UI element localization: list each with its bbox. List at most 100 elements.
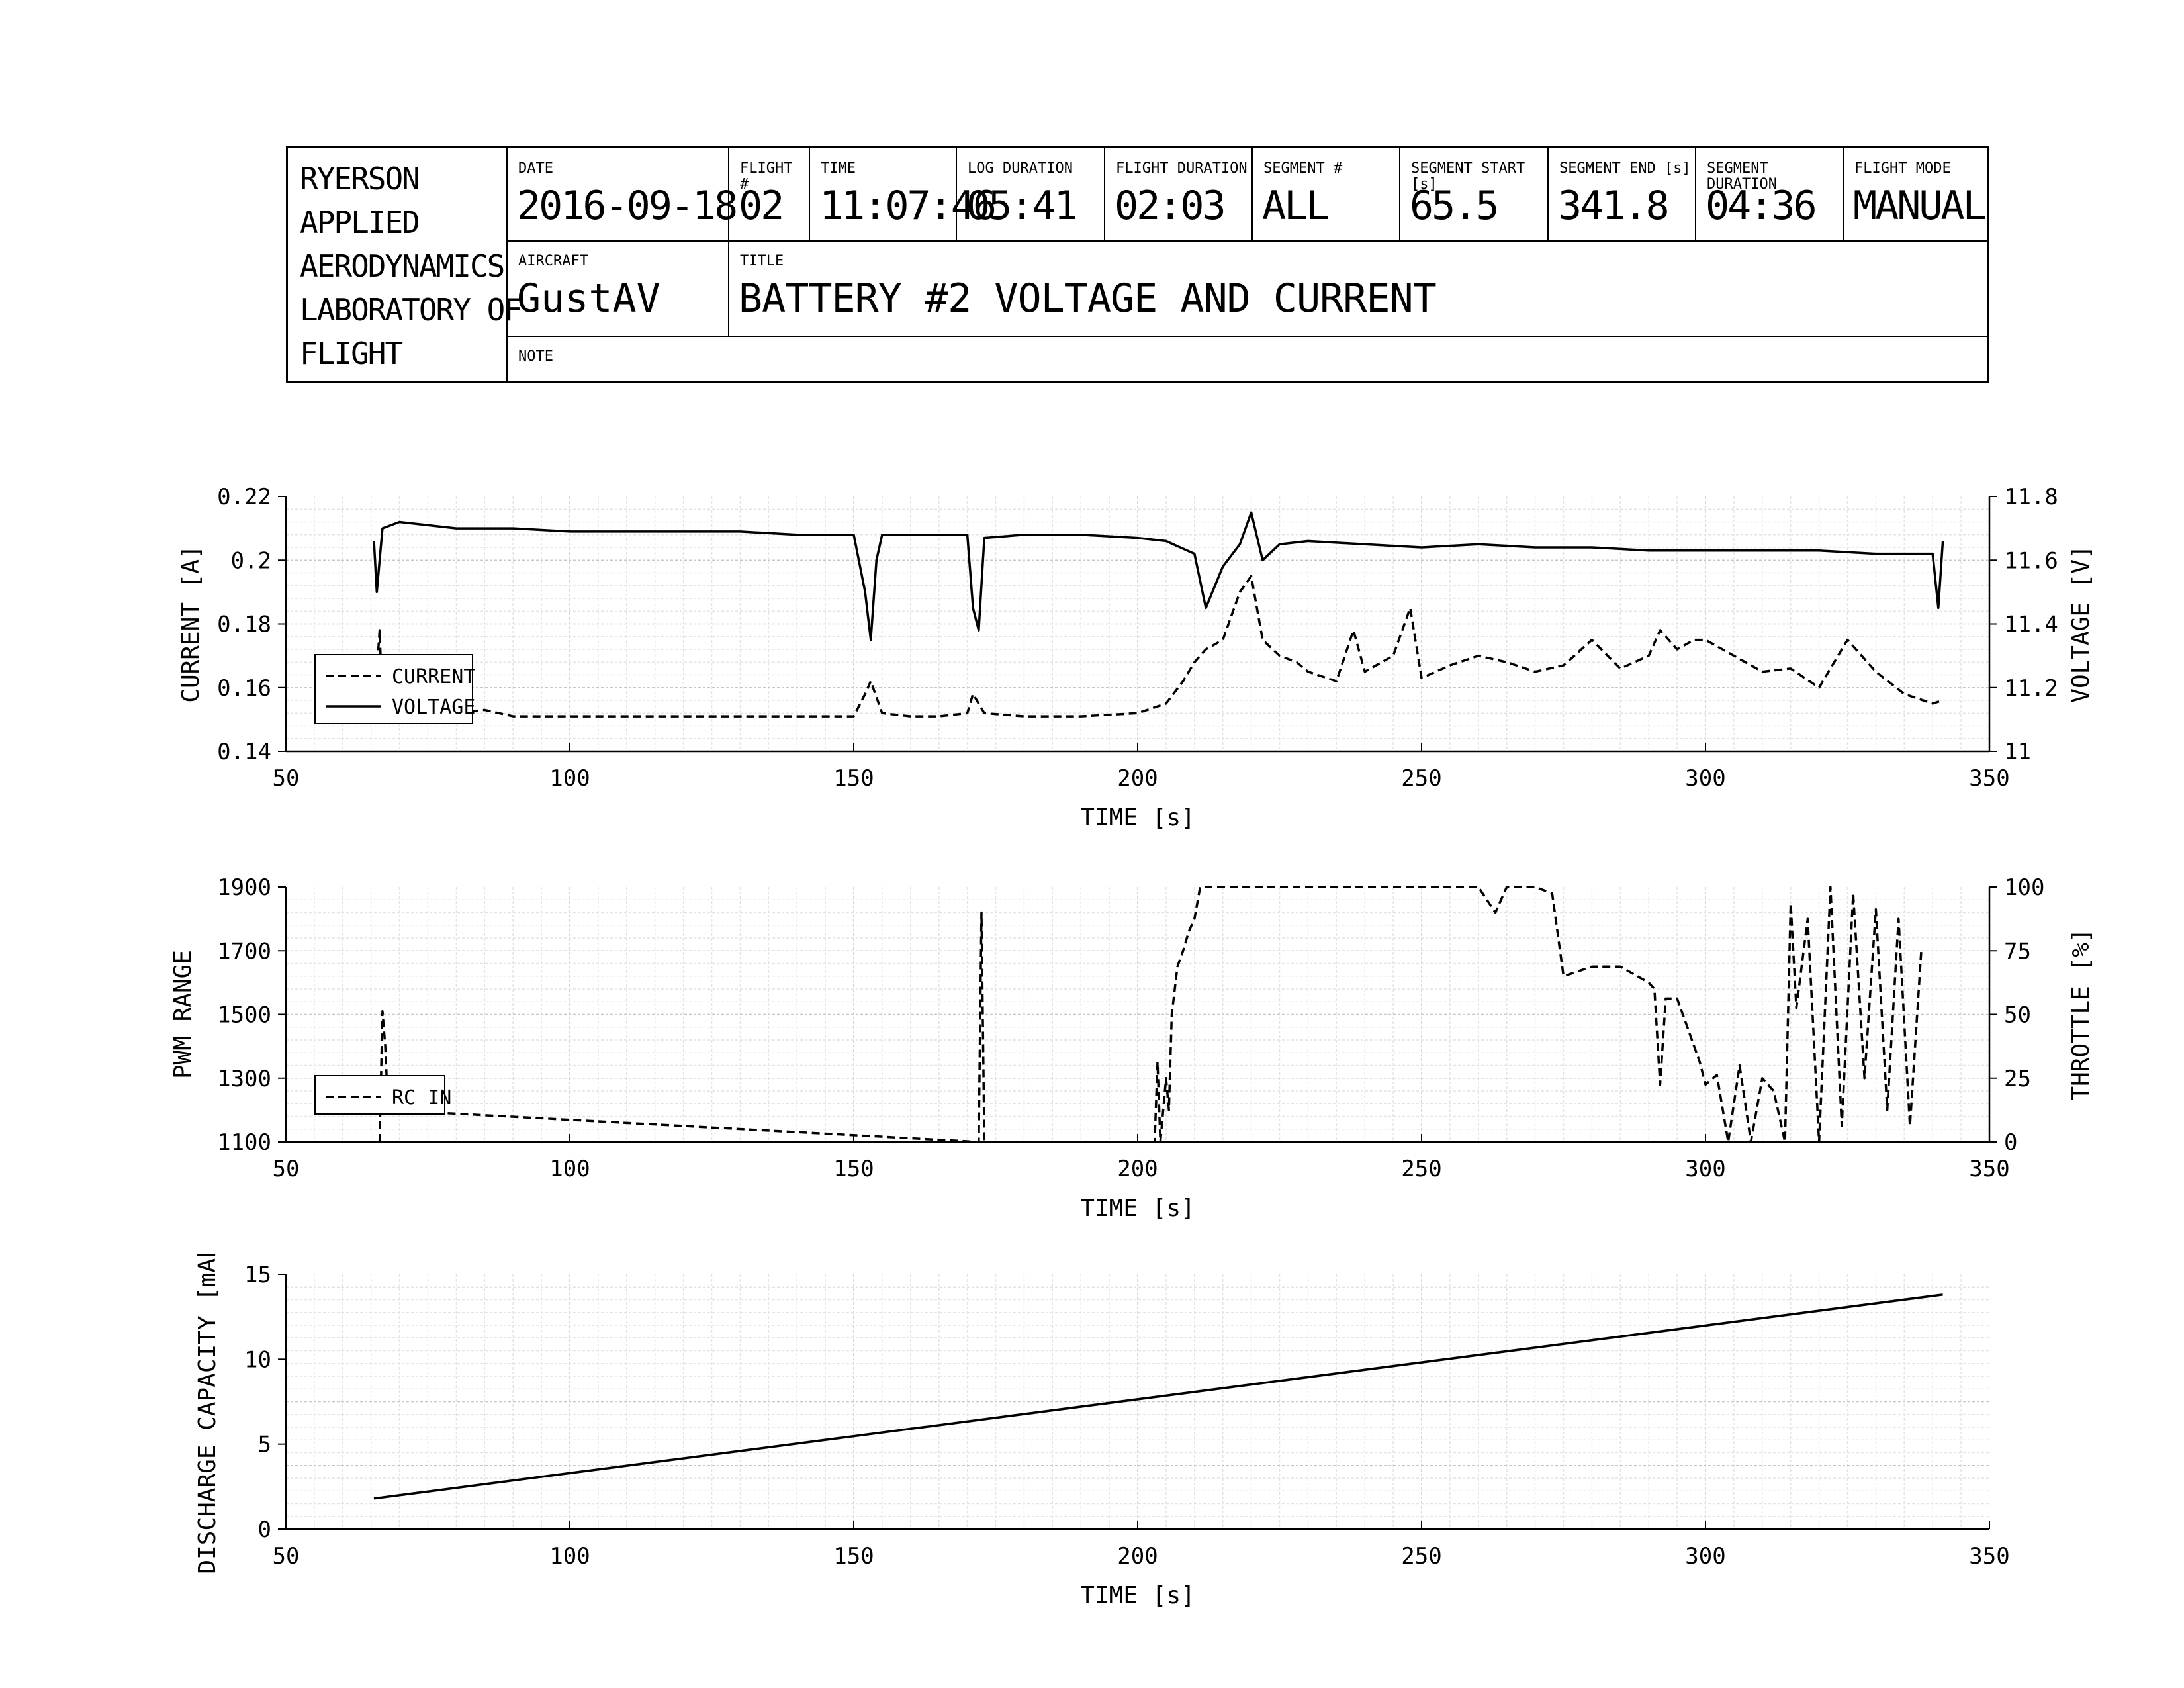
- org-line-4: LABORATORY OF: [300, 292, 522, 328]
- field-segment-start: SEGMENT START [s] 65.5: [1399, 148, 1547, 240]
- y2-tick-label: 11.6: [2004, 547, 2058, 574]
- y2-axis-label: VOLTAGE [V]: [2068, 545, 2095, 702]
- y-tick-label: 0.18: [217, 612, 271, 638]
- field-label: SEGMENT END [s]: [1559, 160, 1691, 177]
- y-tick-label: 15: [244, 1262, 271, 1288]
- rc-in-chart: 50 100 150 200 250 300 35011001300150017001900…: [169, 874, 2095, 1222]
- x-tick-label: 50: [273, 1156, 300, 1182]
- field-date: DATE 2016-09-18: [506, 148, 738, 240]
- y2-tick-label: 50: [2004, 1002, 2031, 1029]
- field-label: FLIGHT MODE: [1854, 160, 1951, 177]
- y2-tick-label: 11.2: [2004, 675, 2058, 702]
- y-tick-label: 0.16: [217, 675, 271, 702]
- field-label: NOTE: [518, 348, 553, 365]
- field-value: 04:36: [1706, 183, 1817, 229]
- y2-tick-label: 11.4: [2004, 612, 2058, 638]
- legend-label: RC IN: [392, 1086, 451, 1109]
- field-segment-duration: SEGMENT DURATION 04:36: [1695, 148, 1843, 240]
- x-tick-label: 150: [833, 1156, 874, 1182]
- org-line-3: AERODYNAMICS: [300, 248, 505, 284]
- x-tick-label: 250: [1401, 1543, 1441, 1570]
- x-tick-label: 200: [1117, 1543, 1158, 1570]
- field-time: TIME 11:07:46: [809, 148, 997, 240]
- title-block: RYERSON APPLIED AERODYNAMICS LABORATORY …: [286, 146, 1989, 383]
- legend: CURRENT VOLTAGE: [314, 654, 475, 724]
- field-segment-end: SEGMENT END [s] 341.8: [1547, 148, 1695, 240]
- x-tick-label: 100: [549, 1543, 590, 1570]
- discharge-capacity-chart: 50 100 150 200 250 300 350 0 5 10 15 TIME [s] DISCHA…: [194, 1254, 2010, 1609]
- field-value: ALL: [1262, 183, 1330, 229]
- field-label: FLIGHT DURATION: [1116, 160, 1248, 177]
- field-label: SEGMENT #: [1263, 160, 1343, 177]
- document-title: BATTERY #2 VOLTAGE AND CURRENT: [739, 275, 1437, 322]
- legend-label: CURRENT: [392, 665, 475, 688]
- field-label: TITLE: [740, 253, 784, 269]
- x-axis-label: TIME [s]: [1080, 1195, 1195, 1222]
- y-tick-label: 10: [244, 1346, 271, 1373]
- x-tick-label: 200: [1117, 1156, 1158, 1182]
- x-tick-label: 350: [1969, 765, 2009, 792]
- field-label: AIRCRAFT: [518, 253, 588, 269]
- field-value: 05:41: [966, 183, 1078, 229]
- y-tick-label: 0: [258, 1517, 271, 1543]
- field-flight-duration: FLIGHT DURATION 02:03: [1104, 148, 1251, 240]
- field-note: NOTE: [506, 336, 1987, 381]
- x-tick-label: 200: [1117, 765, 1158, 792]
- legend-label: VOLTAGE: [392, 696, 475, 719]
- y-axis-label: DISCHARGE CAPACITY [mAh]: [194, 1254, 221, 1574]
- field-label: LOG DURATION: [968, 160, 1073, 177]
- x-tick-label: 150: [833, 765, 874, 792]
- series-line-current: [373, 575, 1944, 718]
- field-value: 2016-09-18: [517, 183, 738, 229]
- x-tick-label: 300: [1685, 765, 1725, 792]
- x-tick-label: 300: [1685, 1156, 1725, 1182]
- org-line-5: FLIGHT: [300, 336, 403, 371]
- field-label: SEGMENT DURATION: [1707, 160, 1777, 193]
- x-axis-label: TIME [s]: [1080, 1582, 1195, 1609]
- y2-tick-label: 100: [2004, 874, 2044, 901]
- y-tick-label: 0.2: [231, 547, 271, 574]
- y2-tick-label: 0: [2004, 1129, 2017, 1156]
- field-label: TIME: [821, 160, 856, 177]
- x-tick-label: 350: [1969, 1156, 2009, 1182]
- field-value: MANUAL: [1853, 183, 1987, 229]
- y-tick-label: 5: [258, 1432, 271, 1458]
- field-flight-number: FLIGHT # 02: [728, 148, 809, 240]
- field-value: GustAV: [517, 275, 660, 322]
- legend-box: [314, 654, 473, 724]
- y-axis-label: CURRENT [A]: [177, 545, 205, 702]
- x-tick-label: 50: [273, 765, 300, 792]
- y-tick-label: 0.14: [217, 739, 271, 765]
- legend: RC IN: [314, 1075, 451, 1115]
- field-label: DATE: [518, 160, 553, 177]
- x-tick-label: 350: [1969, 1543, 2009, 1570]
- field-label: SEGMENT START [s]: [1411, 160, 1525, 193]
- grid-lines: [286, 887, 1989, 1142]
- series-line-voltage: [373, 511, 1944, 641]
- series-line-rc-in: [378, 886, 1923, 1143]
- current-voltage-chart: 50 100 150 200 250 300 350 0.14 0.16 0.18 0.2 0.22 1…: [177, 484, 2095, 831]
- field-value: 02:03: [1115, 183, 1226, 229]
- series-line-0: [373, 1293, 1943, 1500]
- y2-tick-label: 75: [2004, 938, 2031, 964]
- y-tick-label: 1700: [217, 938, 271, 964]
- field-log-duration: LOG DURATION 05:41: [956, 148, 1104, 240]
- x-tick-label: 150: [833, 1543, 874, 1570]
- y-tick-label: 0.22: [217, 484, 271, 510]
- y-tick-label: 1500: [217, 1002, 271, 1029]
- y2-tick-label: 25: [2004, 1066, 2031, 1092]
- x-tick-label: 250: [1401, 765, 1441, 792]
- field-value: 65.5: [1410, 183, 1499, 229]
- y-tick-label: 1100: [217, 1129, 271, 1156]
- field-value: 02: [739, 183, 784, 229]
- x-tick-label: 250: [1401, 1156, 1441, 1182]
- y-axis-label: PWM RANGE: [169, 950, 197, 1079]
- org-line-2: APPLIED: [300, 205, 420, 240]
- x-tick-label: 100: [549, 765, 590, 792]
- grid-lines: [286, 496, 1989, 751]
- field-label: FLIGHT #: [740, 160, 793, 193]
- x-tick-label: 50: [273, 1543, 300, 1570]
- field-flight-mode: FLIGHT MODE MANUAL: [1843, 148, 1987, 240]
- field-title: TITLE BATTERY #2 VOLTAGE AND CURRENT: [728, 240, 1987, 336]
- x-axis-label: TIME [s]: [1080, 804, 1195, 831]
